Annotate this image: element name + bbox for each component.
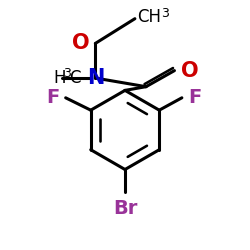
Text: 3: 3 bbox=[63, 67, 70, 80]
Text: C: C bbox=[70, 69, 81, 87]
Text: N: N bbox=[87, 68, 104, 88]
Text: O: O bbox=[181, 60, 198, 80]
Text: 3: 3 bbox=[161, 7, 169, 20]
Text: Br: Br bbox=[113, 199, 137, 218]
Text: CH: CH bbox=[137, 8, 161, 26]
Text: H: H bbox=[53, 69, 66, 87]
Text: O: O bbox=[72, 34, 89, 54]
Text: F: F bbox=[46, 88, 60, 107]
Text: F: F bbox=[188, 88, 201, 107]
